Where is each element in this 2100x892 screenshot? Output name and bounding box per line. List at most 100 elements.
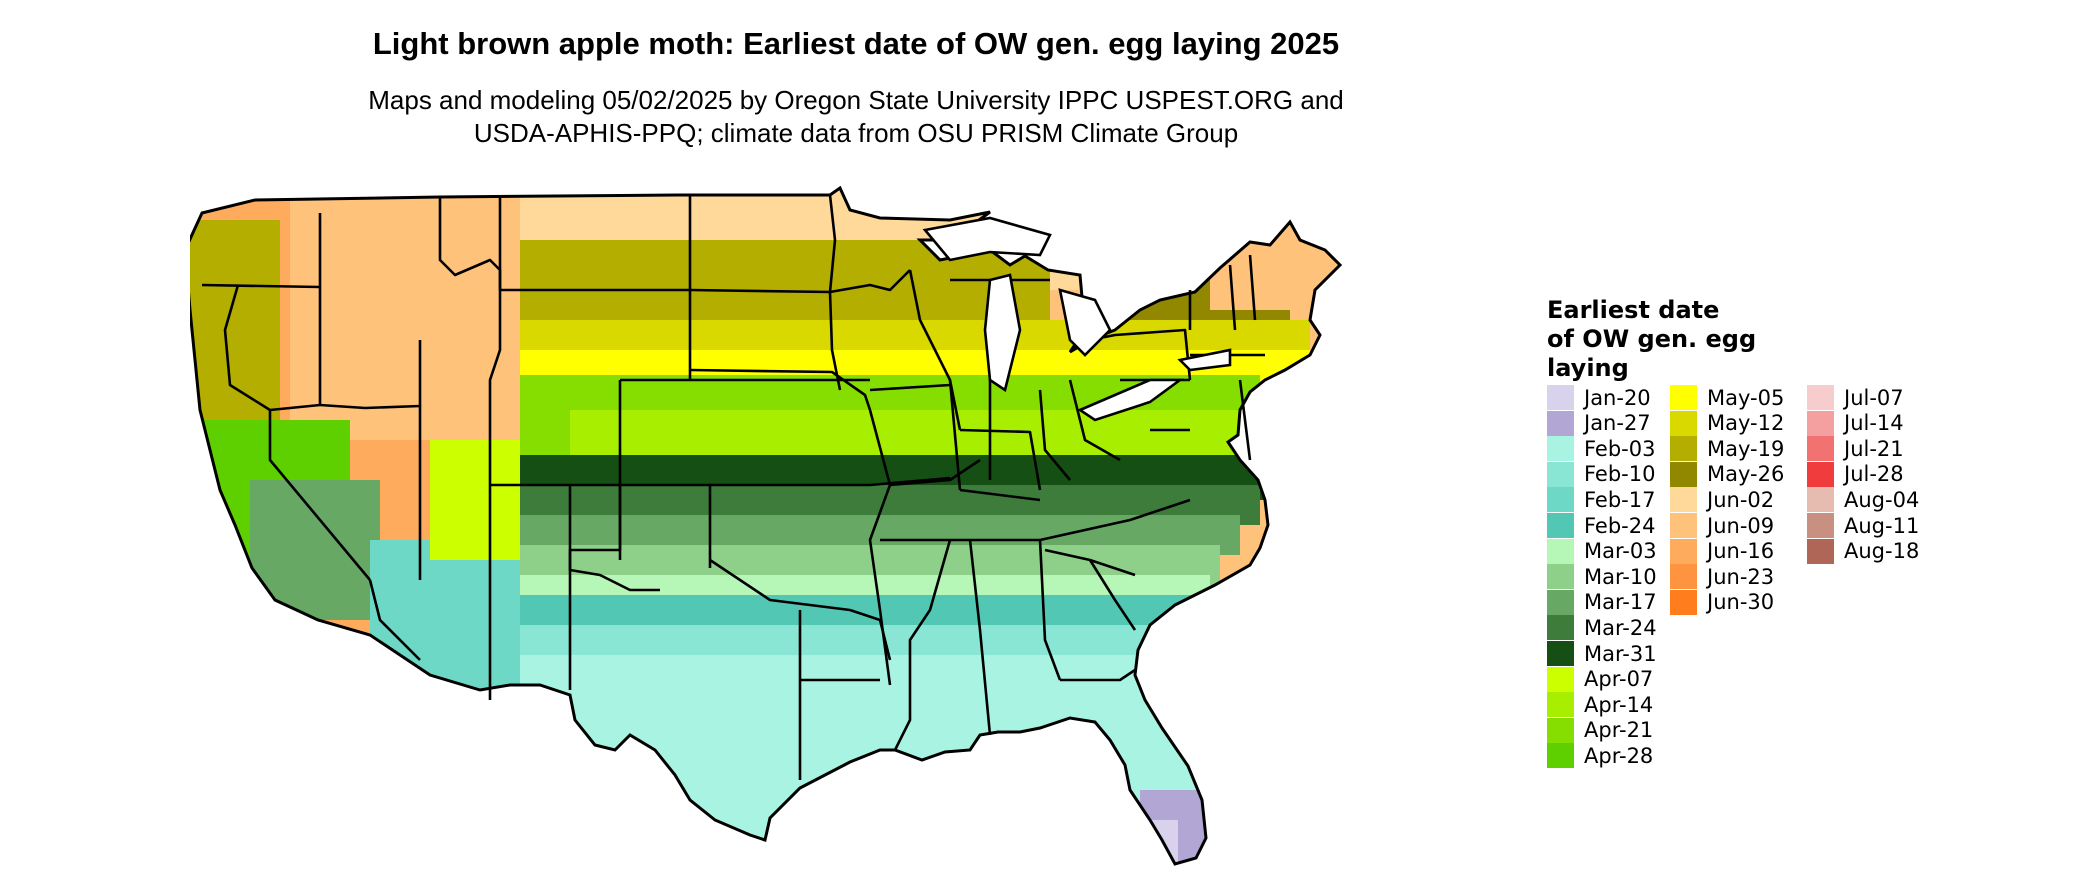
legend-title-line-1: Earliest date [1547,296,1720,324]
legend-label: Feb-03 [1584,436,1656,461]
legend-item: Aug-04 [1807,487,1920,513]
legend-swatch [1547,666,1574,692]
legend-swatch [1670,564,1697,590]
legend-item: Mar-24 [1547,615,1657,641]
legend-item: Apr-07 [1547,666,1654,692]
legend-item: Mar-10 [1547,564,1657,590]
legend: Jan-20 Jan-27 Feb-03 Feb-10 Feb-17 Feb-24 Mar-… [1547,385,2047,785]
legend-swatch [1547,513,1574,538]
legend-label: May-26 [1707,462,1785,487]
legend-swatch [1547,461,1574,487]
legend-label: Apr-07 [1584,667,1654,692]
legend-item: Feb-17 [1547,487,1656,513]
legend-swatch [1547,692,1574,718]
legend-swatch [1547,717,1574,743]
legend-swatch [1547,436,1574,462]
legend-item: Jan-20 [1547,385,1651,410]
legend-swatch [1547,410,1574,436]
legend-item: Mar-31 [1547,641,1657,666]
legend-label: May-19 [1707,436,1785,461]
legend-swatch [1807,436,1834,462]
legend-swatch [1807,513,1834,538]
legend-label: Jun-02 [1707,487,1775,512]
legend-swatch [1547,589,1574,615]
legend-title: Earliest date of OW gen. egg laying [1547,296,1787,383]
legend-label: Feb-24 [1584,513,1656,538]
legend-item: Feb-24 [1547,513,1655,538]
legend-label: Feb-17 [1584,487,1656,512]
legend-label: Mar-17 [1584,590,1657,615]
legend-label: Mar-31 [1584,641,1657,666]
legend-title-line-2: of OW gen. egg [1547,325,1757,353]
legend-item: Apr-28 [1547,743,1654,769]
legend-swatch [1670,410,1697,436]
legend-swatch [1547,487,1574,513]
legend-item: Feb-10 [1547,461,1656,487]
legend-swatch [1807,410,1834,436]
legend-swatch [1670,513,1697,538]
legend-item: May-12 [1670,410,1785,436]
legend-label: May-05 [1707,385,1785,410]
legend-label: Jul-28 [1844,462,1904,487]
legend-item: Jul-07 [1807,385,1904,410]
legend-label: Apr-14 [1584,692,1654,717]
legend-item: Jun-30 [1670,589,1775,615]
legend-swatch [1547,538,1574,564]
legend-label: Apr-21 [1584,718,1654,743]
legend-label: Aug-11 [1844,513,1920,538]
map-title: Light brown apple moth: Earliest date of… [372,26,1340,61]
legend-label: Jan-20 [1584,385,1651,410]
legend-label: Mar-10 [1584,564,1657,589]
legend-label: Apr-28 [1584,743,1654,768]
map-subtitle: Maps and modeling 05/02/2025 by Oregon S… [0,84,1712,150]
legend-label: Aug-04 [1844,487,1920,512]
legend-label: Jun-16 [1707,539,1775,564]
legend-label: Jun-30 [1707,590,1775,615]
legend-item: Jun-16 [1670,538,1775,564]
legend-label: Feb-10 [1584,462,1656,487]
legend-item: Jul-14 [1807,410,1904,436]
legend-item: Apr-14 [1547,692,1654,718]
legend-label: Mar-24 [1584,615,1657,640]
legend-item: Feb-03 [1547,436,1656,462]
legend-swatch [1670,385,1697,410]
legend-swatch [1670,538,1697,564]
legend-swatch [1670,436,1697,462]
legend-item: Jul-28 [1807,461,1904,487]
legend-title-line-3: laying [1547,354,1629,382]
legend-item: Aug-18 [1807,538,1920,564]
legend-item: Apr-21 [1547,717,1654,743]
subtitle-line-2: USDA-APHIS-PPQ; climate data from OSU PR… [473,118,1239,148]
legend-label: Jun-09 [1707,513,1775,538]
legend-swatch [1670,487,1697,513]
legend-item: Jun-02 [1670,487,1775,513]
legend-item: Jun-09 [1670,513,1774,538]
legend-swatch [1547,385,1574,410]
legend-item: Jan-27 [1547,410,1651,436]
legend-label: Jul-14 [1844,411,1904,436]
legend-swatch [1807,385,1834,410]
legend-swatch [1547,615,1574,641]
legend-item: Aug-11 [1807,513,1919,538]
legend-swatch [1807,487,1834,513]
legend-label: Jun-23 [1707,564,1775,589]
subtitle-line-1: Maps and modeling 05/02/2025 by Oregon S… [368,85,1344,115]
legend-swatch [1807,538,1834,564]
legend-label: Jul-07 [1844,385,1904,410]
legend-swatch [1670,461,1697,487]
legend-label: Jan-27 [1584,411,1651,436]
legend-item: Mar-03 [1547,538,1657,564]
legend-item: May-05 [1670,385,1784,410]
legend-item: May-26 [1670,461,1785,487]
legend-label: Mar-03 [1584,539,1657,564]
legend-item: Mar-17 [1547,589,1657,615]
legend-item: Jul-21 [1807,436,1904,462]
legend-item: Jun-23 [1670,564,1775,590]
legend-swatch [1670,589,1697,615]
legend-label: May-12 [1707,411,1785,436]
legend-swatch [1547,743,1574,769]
legend-swatch [1547,641,1574,666]
legend-label: Jul-21 [1844,436,1904,461]
legend-swatch [1547,564,1574,590]
legend-label: Aug-18 [1844,539,1920,564]
